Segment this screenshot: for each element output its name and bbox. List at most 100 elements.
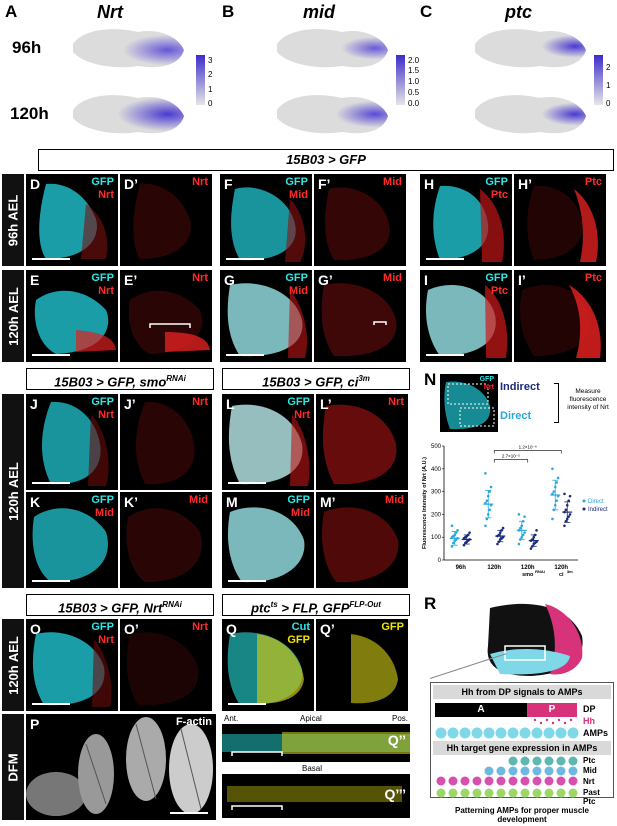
q-basal-label: Basal bbox=[302, 764, 323, 773]
r-heading-target: Hh target gene expression in AMPs bbox=[433, 741, 611, 755]
significance-bracket bbox=[493, 450, 562, 454]
y-tick-label: 400 bbox=[431, 467, 442, 473]
genotype-banner-flp: ptcts > FLP, GFPFLP-Out bbox=[222, 594, 410, 616]
r-label-mid: Mid bbox=[583, 766, 597, 775]
data-point bbox=[564, 508, 568, 512]
scale-bar bbox=[170, 812, 208, 814]
scale-bar bbox=[226, 354, 264, 356]
colorbar-b-tick: 1.0 bbox=[408, 77, 420, 86]
stain-legend: GFP Mid bbox=[91, 494, 114, 519]
panel-letter-m: M bbox=[226, 494, 238, 510]
data-point bbox=[489, 485, 493, 489]
row-label-120h-b: 120h AEL bbox=[2, 394, 24, 588]
stain-legend: Mid bbox=[189, 494, 208, 506]
n-measure-text: Measure fluorescence intensity of Nrt bbox=[567, 388, 609, 411]
data-point bbox=[488, 508, 491, 512]
colorbar-a-tick: 0 bbox=[208, 99, 213, 108]
data-point bbox=[552, 490, 556, 493]
row-label-96h: 96h AEL bbox=[2, 174, 24, 266]
data-point bbox=[521, 533, 525, 537]
x-tick-superscript: RNAi bbox=[535, 569, 545, 574]
n-bracket bbox=[554, 383, 559, 423]
r-label-dp: DP bbox=[583, 704, 596, 714]
colorbar-a-tick: 2 bbox=[208, 70, 213, 79]
scale-bar bbox=[32, 482, 70, 484]
scale-bar bbox=[228, 580, 266, 582]
r-heading-signal: Hh from DP signals to AMPs bbox=[433, 685, 611, 699]
panel-j-prime: J’ Nrt bbox=[120, 394, 212, 490]
panel-letter-g-prime: G’ bbox=[318, 272, 333, 288]
scale-bar bbox=[32, 354, 70, 356]
scale-bar bbox=[228, 703, 266, 705]
data-point bbox=[523, 515, 526, 518]
data-point bbox=[551, 467, 554, 471]
genotype-banner-top: 15B03 > GFP bbox=[38, 149, 614, 171]
q-pos-label: Pos. bbox=[392, 714, 409, 723]
gene-label-nrt: Nrt bbox=[97, 2, 123, 22]
data-point bbox=[529, 547, 533, 550]
data-point bbox=[555, 499, 558, 503]
colorbar-b-tick: 0.5 bbox=[408, 88, 420, 97]
n-direct-label: Direct bbox=[500, 410, 532, 422]
panel-letter-i: I bbox=[424, 272, 428, 288]
scale-bar bbox=[32, 258, 70, 260]
scale-bar bbox=[426, 354, 464, 356]
data-point bbox=[485, 517, 489, 521]
panel-letter-c: C bbox=[420, 2, 433, 21]
panel-letter-j-prime: J’ bbox=[124, 396, 136, 412]
gene-label-mid: mid bbox=[303, 2, 336, 22]
panel-g-prime: G’ Mid bbox=[314, 270, 406, 362]
colorbar-b bbox=[396, 55, 405, 105]
colorbar-c-tick: 2 bbox=[606, 63, 611, 72]
x-tick-sublabel: ci bbox=[559, 572, 564, 578]
x-tick-label: 120h bbox=[554, 565, 568, 571]
panel-letter-h: H bbox=[424, 176, 435, 192]
data-point bbox=[563, 524, 566, 528]
panel-l-prime: L’ Nrt bbox=[316, 394, 408, 490]
data-point bbox=[456, 529, 459, 532]
umap-nrt-96h bbox=[73, 29, 184, 68]
scale-bar bbox=[426, 258, 464, 260]
umap-row-96h: 96h bbox=[12, 38, 42, 57]
umap-row-120h: 120h bbox=[10, 104, 49, 123]
data-point bbox=[517, 542, 521, 546]
panel-letter-n: N bbox=[424, 370, 437, 389]
r-compartment-p: P bbox=[527, 703, 577, 717]
panel-i-prime: I’ Ptc bbox=[514, 270, 606, 362]
stain-legend: F-actin bbox=[175, 716, 212, 728]
stain-legend: GFP Ptc bbox=[485, 176, 508, 201]
panel-f: F GFP Mid bbox=[220, 174, 312, 266]
significance-bracket bbox=[493, 459, 529, 463]
data-point bbox=[556, 476, 560, 480]
row-label-dfm: DFM bbox=[2, 714, 24, 820]
panel-l: L GFP Nrt bbox=[222, 394, 314, 490]
panel-m-prime: M’ Mid bbox=[316, 492, 408, 588]
scale-bar bbox=[32, 580, 70, 582]
data-point bbox=[555, 481, 558, 484]
n-indirect-label: Indirect bbox=[500, 381, 540, 393]
panel-h: H GFP Ptc bbox=[420, 174, 512, 266]
panel-letter-o-prime: O’ bbox=[124, 621, 139, 637]
panel-letter-h-prime: H’ bbox=[518, 176, 532, 192]
stain-legend: Mid bbox=[383, 272, 402, 284]
scale-bar bbox=[32, 703, 70, 705]
panel-k-prime: K’ Mid bbox=[120, 492, 212, 588]
panel-letter-g: G bbox=[224, 272, 235, 288]
panel-letter-k-prime: K’ bbox=[124, 494, 138, 510]
panel-letter-b: B bbox=[222, 2, 235, 21]
legend-label: Indirect bbox=[588, 507, 608, 513]
stain-legend: Mid bbox=[383, 176, 402, 188]
data-point bbox=[568, 513, 572, 516]
data-point bbox=[484, 472, 487, 475]
panel-letter-r: R bbox=[424, 594, 437, 613]
data-point bbox=[568, 494, 572, 498]
panel-o-prime: O’ Nrt bbox=[120, 619, 212, 711]
r-label-ptc: Ptc bbox=[583, 756, 596, 765]
panel-letter-p: P bbox=[30, 716, 40, 732]
y-tick-label: 500 bbox=[431, 444, 442, 450]
umap-ptc-120h bbox=[475, 95, 586, 134]
panel-m: M GFP Mid bbox=[222, 492, 314, 588]
stain-legend: GFP Nrt bbox=[91, 621, 114, 646]
stain-legend: Nrt bbox=[192, 396, 208, 408]
data-point bbox=[484, 524, 487, 528]
